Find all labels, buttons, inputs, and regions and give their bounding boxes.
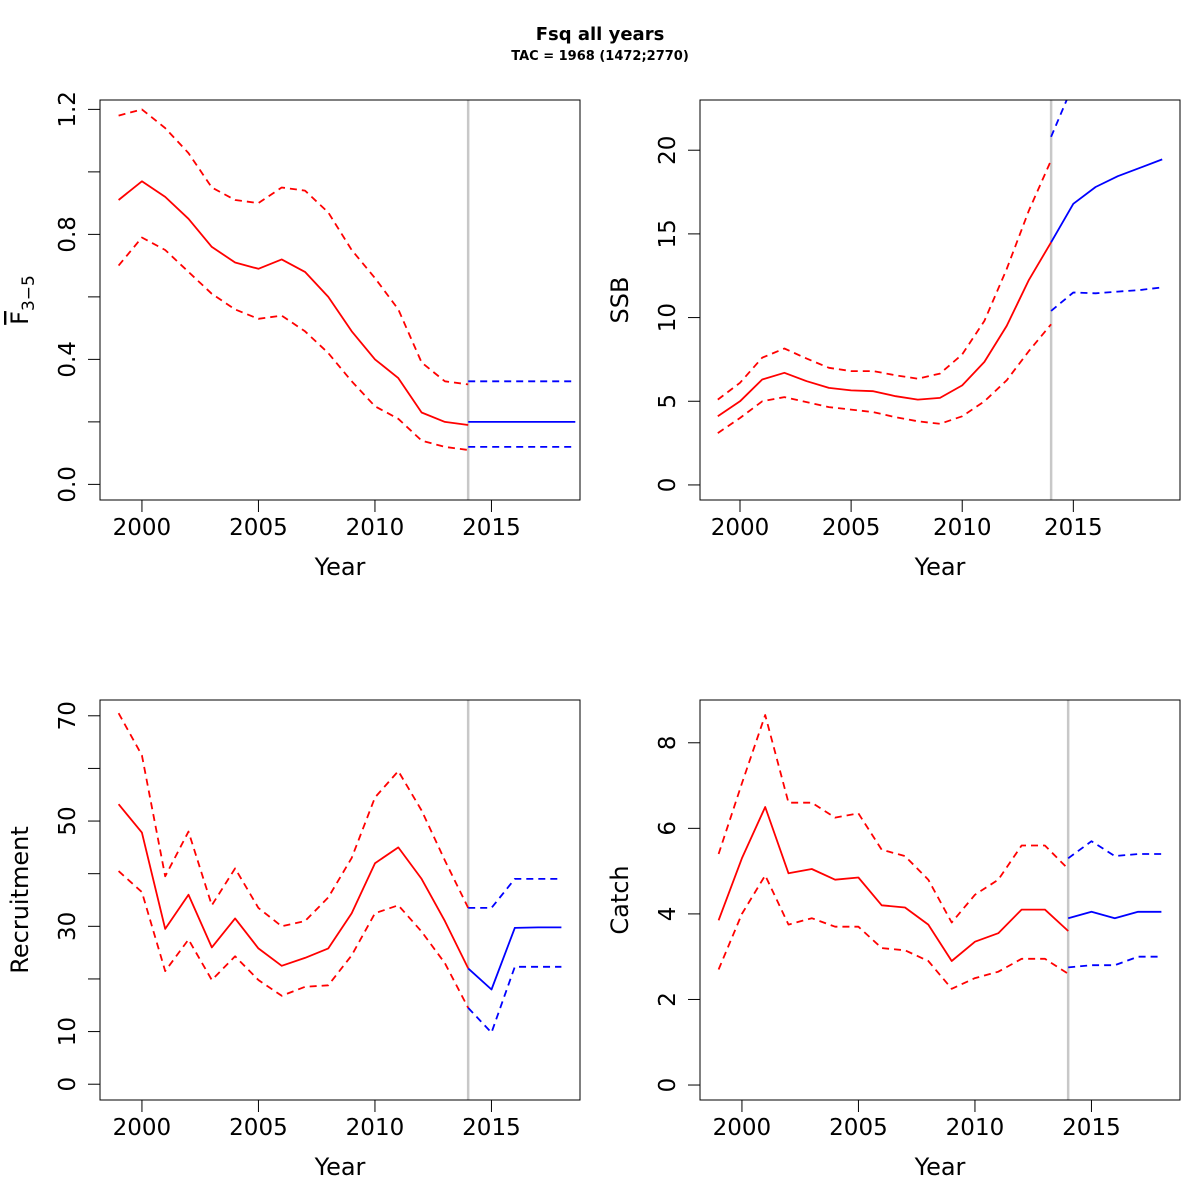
y-tick-label: 10 (655, 303, 681, 332)
forecast-line-4 (1067, 910, 1162, 920)
plot-area (117, 108, 576, 451)
y-axis-title-subscript: 3−5 (19, 275, 39, 311)
estimate-line-1 (117, 803, 470, 969)
forecast-line-4 (1050, 158, 1163, 243)
estimate-interval-line-3 (717, 874, 1069, 990)
y-tick-label: 10 (55, 1017, 81, 1046)
x-tick-label: 2010 (933, 515, 992, 541)
x-tick-label: 2000 (711, 515, 770, 541)
forecast-interval-line-5 (468, 878, 562, 909)
x-tick-label: 2000 (713, 1115, 772, 1141)
x-tick-label: 2005 (829, 1115, 888, 1141)
x-tick-label: 2005 (229, 515, 288, 541)
estimate-interval-line-2 (717, 714, 1069, 924)
x-tick-label: 2005 (229, 1115, 288, 1141)
y-tick-label: 20 (655, 136, 681, 165)
plot-frame (99, 99, 581, 501)
y-tick-label: 2 (655, 992, 681, 1007)
x-tick-label: 2000 (113, 515, 172, 541)
y-tick-label: 6 (655, 821, 681, 836)
y-tick-label: 0 (655, 1078, 681, 1093)
y-axis-title: F3−5 (6, 275, 39, 325)
x-tick-label: 2015 (462, 1115, 521, 1141)
y-tick-label: 0.0 (55, 466, 81, 503)
y-tick-label: 0 (55, 1077, 81, 1092)
x-tick-label: 2015 (462, 515, 521, 541)
y-tick-label: 0.4 (55, 341, 81, 378)
estimate-interval-line-2 (118, 108, 469, 386)
plot-frame (699, 99, 1181, 501)
x-axis-title: Year (314, 1153, 366, 1181)
estimate-interval-line-3 (117, 236, 469, 451)
y-axis-title-main: F (6, 311, 34, 325)
x-tick-label: 2015 (1044, 515, 1103, 541)
x-tick-label: 2005 (822, 515, 881, 541)
y-tick-label: 70 (55, 701, 81, 730)
x-tick-label: 2010 (346, 515, 405, 541)
y-tick-label: 5 (655, 394, 681, 409)
y-tick-label: 1.2 (55, 91, 81, 128)
estimate-interval-line-3 (117, 870, 469, 1009)
x-axis-title: Year (914, 553, 966, 581)
plot-frame (99, 699, 581, 1101)
y-tick-label: 4 (655, 907, 681, 922)
figure-subtitle: TAC = 1968 (1472;2770) (511, 49, 689, 64)
y-tick-label: 15 (655, 219, 681, 248)
y-axis-title: Catch (606, 865, 634, 934)
y-tick-label: 0 (655, 478, 681, 493)
figure-title: Fsq all years (536, 24, 665, 45)
plot-area (717, 100, 1163, 434)
estimate-line-1 (717, 241, 1052, 418)
estimate-interval-line-2 (117, 712, 470, 928)
x-tick-label: 2015 (1062, 1115, 1121, 1141)
x-tick-label: 2000 (113, 1115, 172, 1141)
x-tick-label: 2010 (346, 1115, 405, 1141)
y-tick-label: 30 (55, 912, 81, 941)
forecast-interval-line-6 (1050, 286, 1163, 312)
x-axis-title: Year (314, 553, 366, 581)
panel-2: 2000 2005 2010 2015 Year 0 5 10 15 20 SSB (606, 99, 1181, 581)
y-axis-title: SSB (606, 277, 634, 324)
panel-3: 2000 2005 2010 2015 Year 0 10 30 50 70 Recruitment (6, 699, 581, 1181)
x-axis-title: Year (914, 1153, 966, 1181)
estimate-interval-line-2 (717, 159, 1052, 401)
panels: 2000 2005 2010 2015Year0.00.40.81.2F3−52000… (6, 91, 1181, 1181)
forecast-interval-line-5 (1067, 840, 1162, 860)
y-tick-label: 8 (655, 735, 681, 750)
y-tick-label: 0.8 (55, 216, 81, 253)
panel-4: 2000 2005 2010 2015 Year 0 2 4 6 8 Catch (606, 699, 1181, 1181)
x-tick-label: 2010 (946, 1115, 1005, 1141)
forecast-interval-line-6 (1068, 955, 1162, 969)
forecast-interval-line-5 (1050, 100, 1068, 138)
estimate-line-1 (118, 180, 469, 426)
plot-area (117, 712, 562, 1034)
y-tick-label: 50 (55, 806, 81, 835)
estimate-interval-line-3 (717, 323, 1052, 434)
estimate-line-1 (717, 806, 1069, 962)
forecast-interval-line-6 (467, 965, 562, 1034)
y-axis-title: Recruitment (6, 826, 34, 973)
panel-1: 2000 2005 2010 2015 Year 0.0 0.4 0.8 1.2 F3−5 (6, 91, 581, 581)
forecast-line-4 (467, 926, 562, 991)
plot-area (717, 714, 1162, 990)
plot-frame (699, 699, 1181, 1101)
